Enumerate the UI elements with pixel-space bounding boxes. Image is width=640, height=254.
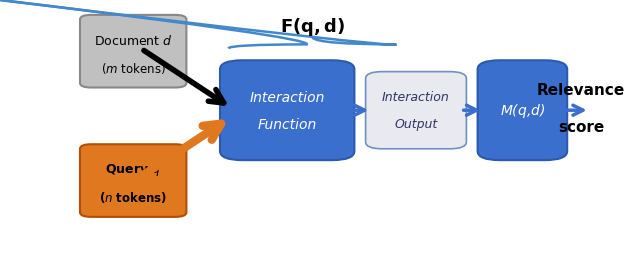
Text: ($\mathit{n}$ tokens): ($\mathit{n}$ tokens) (99, 189, 167, 204)
Text: Relevance: Relevance (537, 83, 625, 98)
Text: M($\mathit{q}$,$\mathit{d}$): M($\mathit{q}$,$\mathit{d}$) (500, 102, 545, 120)
Text: Function: Function (257, 117, 317, 131)
Text: ($\mathit{m}$ tokens): ($\mathit{m}$ tokens) (101, 60, 166, 75)
Text: Query $\mathit{q}$: Query $\mathit{q}$ (105, 162, 161, 178)
FancyBboxPatch shape (365, 72, 467, 149)
FancyBboxPatch shape (80, 145, 186, 217)
FancyBboxPatch shape (477, 61, 567, 161)
FancyBboxPatch shape (80, 16, 186, 88)
Text: Document $\mathit{d}$: Document $\mathit{d}$ (94, 34, 173, 48)
Text: Interaction: Interaction (250, 90, 325, 104)
Text: score: score (558, 119, 604, 134)
Text: Interaction: Interaction (382, 91, 450, 104)
Text: Output: Output (394, 118, 438, 131)
FancyBboxPatch shape (220, 61, 355, 161)
Text: $\mathbf{F(q, d)}$: $\mathbf{F(q, d)}$ (280, 16, 345, 38)
